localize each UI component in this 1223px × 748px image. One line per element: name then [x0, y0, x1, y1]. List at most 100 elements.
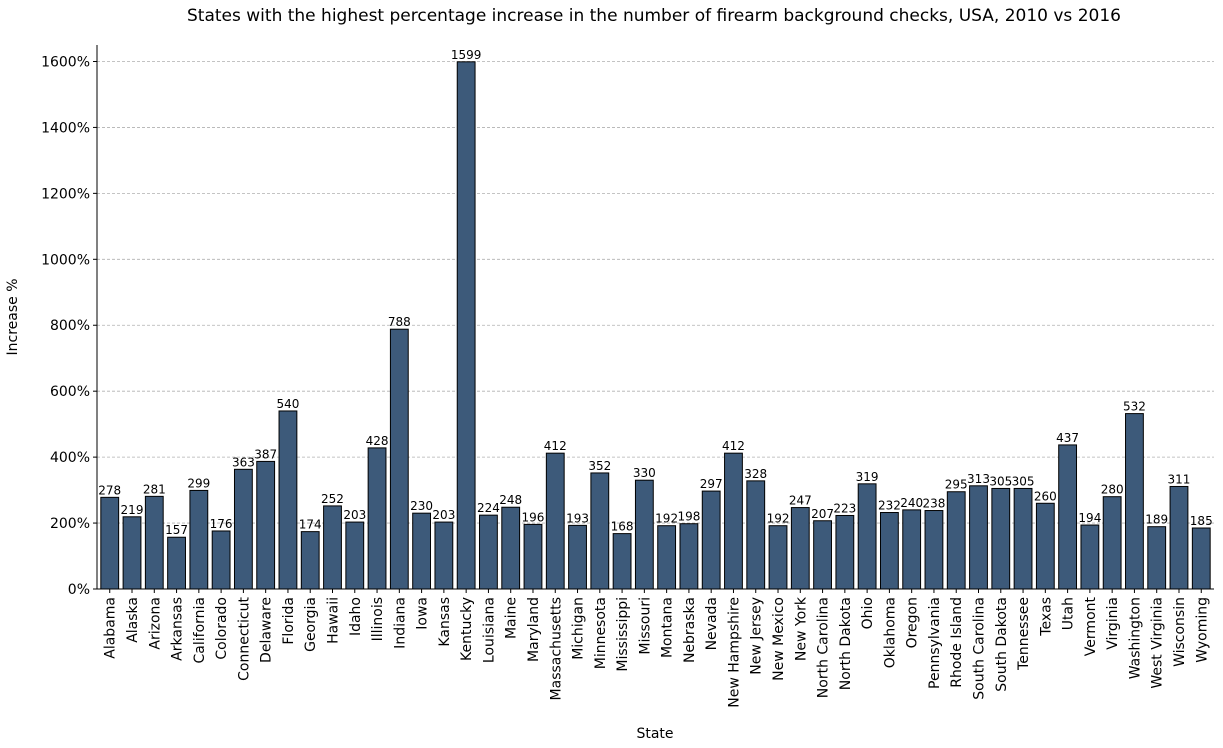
bar-michigan: [568, 524, 587, 590]
bar-hawaii: [323, 505, 342, 590]
x-tick-label: Ohio: [860, 597, 876, 629]
bar-louisiana: [479, 514, 498, 590]
bar-minnesota: [590, 472, 610, 590]
data-label: 198: [677, 510, 700, 524]
data-label: 247: [789, 494, 812, 508]
bar-massachusetts: [545, 452, 565, 590]
x-tick-label: Montana: [660, 597, 676, 658]
data-label: 328: [744, 467, 767, 481]
x-tick-label: West Virginia: [1150, 597, 1166, 689]
data-label: 168: [611, 520, 634, 534]
x-tick-label: Kansas: [437, 597, 453, 647]
y-ticks: 0% 200% 400% 600% 800% 1000% 1200% 1400% 1600%: [41, 54, 97, 598]
data-label: 224: [477, 501, 500, 515]
bar-oregon: [902, 509, 922, 590]
bar-texas: [1035, 502, 1055, 590]
bar-new-mexico: [768, 525, 788, 590]
x-tick-label: Pennsylvania: [927, 597, 943, 689]
x-tick-label: Kentucky: [459, 597, 475, 661]
x-tick-label: Utah: [1061, 597, 1077, 630]
x-tick-label: Oklahoma: [882, 597, 898, 668]
data-label: 203: [343, 508, 366, 522]
data-label: 252: [321, 492, 344, 506]
data-label: 238: [922, 497, 945, 511]
x-tick-label: Wisconsin: [1172, 597, 1188, 667]
x-tick-label: Massachusetts: [548, 597, 564, 700]
x-tick-label: New Mexico: [771, 597, 787, 681]
bar-wyoming: [1191, 527, 1211, 590]
data-label: 305: [989, 474, 1012, 488]
chart-title: States with the highest percentage incre…: [187, 6, 1121, 26]
data-label: 192: [767, 512, 790, 526]
bar-connecticut: [233, 468, 253, 590]
data-label: 189: [1145, 513, 1168, 527]
data-label: 280: [1101, 483, 1124, 497]
data-label: 194: [1078, 511, 1101, 525]
data-label: 223: [833, 501, 856, 515]
x-tick-label: Alaska: [125, 597, 141, 643]
data-label: 230: [410, 499, 433, 513]
bar-virginia: [1102, 496, 1122, 590]
data-label: 196: [522, 510, 545, 524]
x-tick-label: Michigan: [571, 597, 587, 660]
x-tick-label: Colorado: [214, 597, 230, 660]
x-tick-label: Rhode Island: [949, 597, 965, 688]
data-label: 313: [967, 472, 990, 486]
bar-alaska: [122, 516, 142, 590]
y-tick-label: 200%: [50, 516, 90, 532]
x-tick-label: Florida: [281, 597, 297, 645]
x-tick-label: Vermont: [1083, 596, 1099, 656]
x-tick-label: Hawaii: [325, 597, 341, 644]
x-tick-label: Idaho: [348, 597, 364, 636]
y-tick-label: 600%: [50, 384, 90, 400]
data-label: 281: [143, 482, 166, 496]
bar-idaho: [345, 521, 365, 590]
x-axis-label: State: [636, 726, 673, 742]
bar-indiana: [389, 328, 409, 590]
bar-wisconsin: [1169, 485, 1189, 590]
bar-maine: [501, 506, 521, 590]
data-label: 532: [1123, 400, 1146, 414]
data-label: 232: [878, 499, 901, 513]
bar-florida: [278, 410, 298, 590]
x-tick-label: North Dakota: [838, 597, 854, 690]
x-tick-label: Mississippi: [615, 597, 631, 672]
bars: [100, 61, 1211, 590]
data-label: 157: [165, 523, 188, 537]
bar-georgia: [300, 531, 320, 590]
bar-rhode-island: [946, 491, 966, 590]
bar-new-york: [790, 507, 810, 590]
bar-new-jersey: [746, 480, 766, 590]
data-label: 207: [811, 507, 834, 521]
y-tick-label: 800%: [50, 318, 90, 334]
bar-tennessee: [1013, 487, 1033, 590]
x-tick-label: Arizona: [147, 597, 163, 650]
x-tick-label: Louisiana: [481, 597, 497, 663]
bar-arkansas: [167, 536, 186, 590]
bar-pennsylvania: [924, 510, 944, 590]
data-label: 193: [566, 511, 589, 525]
x-tick-label: Tennessee: [1016, 597, 1032, 671]
data-label: 299: [187, 476, 210, 490]
bar-delaware: [256, 460, 276, 590]
data-label: 387: [254, 447, 277, 461]
x-tick-label: Missouri: [637, 597, 653, 655]
bar-missouri: [634, 479, 654, 590]
x-tick-label: Maryland: [526, 597, 542, 662]
bar-alabama: [100, 496, 120, 590]
bar-south-carolina: [969, 485, 988, 590]
x-tick-label: Oregon: [905, 597, 921, 648]
bar-maryland: [523, 523, 543, 590]
bar-oklahoma: [879, 512, 899, 590]
data-label: 1599: [451, 48, 482, 62]
y-axis-label: Increase %: [5, 279, 21, 356]
x-tick-label: Connecticut: [236, 596, 252, 680]
y-tick-label: 0%: [68, 582, 90, 598]
x-ticks: Alabama Alaska Arizona Arkansas California Co…: [103, 589, 1210, 708]
x-tick-label: South Dakota: [994, 597, 1010, 692]
bar-arizona: [144, 495, 164, 590]
data-label: 540: [276, 397, 299, 411]
data-label: 363: [232, 455, 255, 469]
data-label: 352: [588, 459, 611, 473]
